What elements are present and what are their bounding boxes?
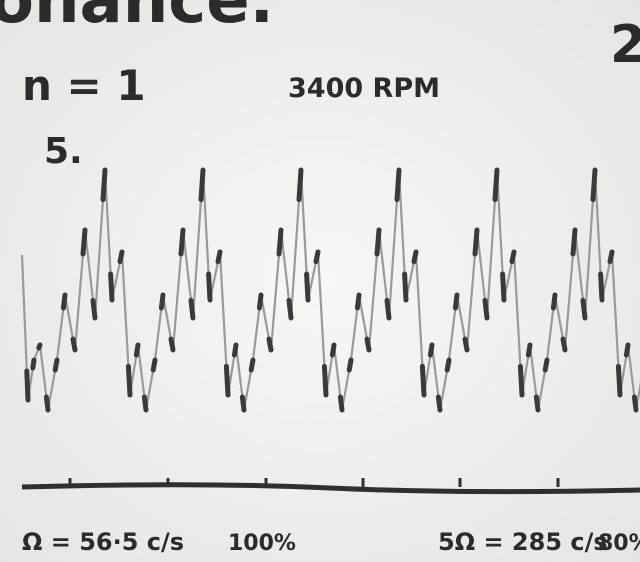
trace-turn	[384, 297, 392, 321]
trace-turn	[276, 227, 284, 257]
trace-turn	[296, 167, 304, 203]
trace-turn	[100, 167, 108, 203]
trace-turn	[108, 271, 115, 303]
trace-turn	[178, 227, 186, 257]
trace-turn	[125, 363, 133, 398]
trace-turn	[223, 363, 231, 398]
trace-turn	[394, 167, 402, 203]
trace-turn	[329, 342, 337, 358]
trace-turn	[346, 357, 354, 373]
trace-turn	[168, 336, 176, 353]
trace-turn	[150, 357, 158, 373]
trace-turn	[631, 394, 639, 413]
trace-turn	[43, 394, 51, 413]
waveform	[20, 167, 640, 413]
trace-turn	[615, 363, 623, 398]
trace-turn	[117, 249, 125, 265]
speed-label: 3400 RPM	[288, 73, 440, 104]
trace-turn	[70, 336, 78, 353]
trace-turn	[266, 336, 274, 353]
trace-turn	[500, 271, 507, 303]
trace-turn	[286, 297, 294, 321]
trace-turn	[304, 271, 311, 303]
trace-turn	[580, 297, 588, 321]
trace-turn	[374, 227, 382, 257]
harmonic-amplitude: 80%	[598, 531, 640, 556]
fundamental-amplitude: 100%	[228, 531, 296, 556]
trace-turn	[482, 297, 490, 321]
trace-turn	[80, 227, 88, 257]
trace-turn	[452, 292, 460, 311]
trace-turn	[411, 249, 419, 265]
trace-turn	[337, 394, 345, 413]
trace-turn	[24, 368, 31, 403]
trace-turn	[590, 167, 598, 203]
trace-turn	[188, 297, 196, 321]
trace-turn	[444, 357, 452, 373]
trace-turn	[542, 357, 550, 373]
trace-number: 5.	[44, 131, 83, 172]
trace-turn	[607, 249, 615, 265]
trace-turn	[198, 167, 206, 203]
timebase	[21, 478, 640, 495]
trace-turn	[206, 271, 213, 303]
trace-turn	[60, 292, 68, 311]
trace-turn	[256, 292, 264, 311]
trace-turn	[239, 394, 247, 413]
fundamental-label: Ω = 56·5 c/s	[22, 528, 184, 556]
trace-turn	[560, 336, 568, 353]
trace-turn	[158, 292, 166, 311]
trace-turn	[30, 357, 37, 371]
trace-turn	[517, 363, 525, 398]
trace-turn	[427, 342, 435, 358]
corner-mark: 2	[610, 15, 640, 75]
trace-turn	[321, 363, 329, 398]
trace-turn	[354, 292, 362, 311]
trace-turn	[133, 342, 141, 358]
trace-turn	[231, 342, 239, 358]
trace-turn	[550, 292, 558, 311]
trace-turn	[313, 249, 321, 265]
trace-turn	[533, 394, 541, 413]
trace-turn	[402, 271, 409, 303]
trace-turn	[52, 357, 60, 373]
trace-turn	[141, 394, 149, 413]
trace-turn	[419, 363, 427, 398]
trace-turn	[90, 297, 98, 321]
trace-turn	[364, 336, 372, 353]
trace-turn	[472, 227, 480, 257]
timebase-line	[21, 482, 640, 495]
harmonic-label: n = 1	[22, 61, 146, 110]
trace-turn	[215, 249, 223, 265]
trace-turn	[570, 227, 578, 257]
trace-turn	[462, 336, 470, 353]
harmonic-label-footer: 5Ω = 285 c/s	[438, 528, 608, 556]
trace-turn	[248, 357, 256, 373]
trace-turn	[435, 394, 443, 413]
trace-turn	[36, 342, 43, 351]
trace-turn	[598, 271, 605, 303]
trace-turn	[525, 342, 533, 358]
trace-turn	[509, 249, 517, 265]
trace-turn	[492, 167, 500, 203]
trace-turn	[623, 342, 631, 358]
title-fragment: onance.	[0, 0, 274, 38]
